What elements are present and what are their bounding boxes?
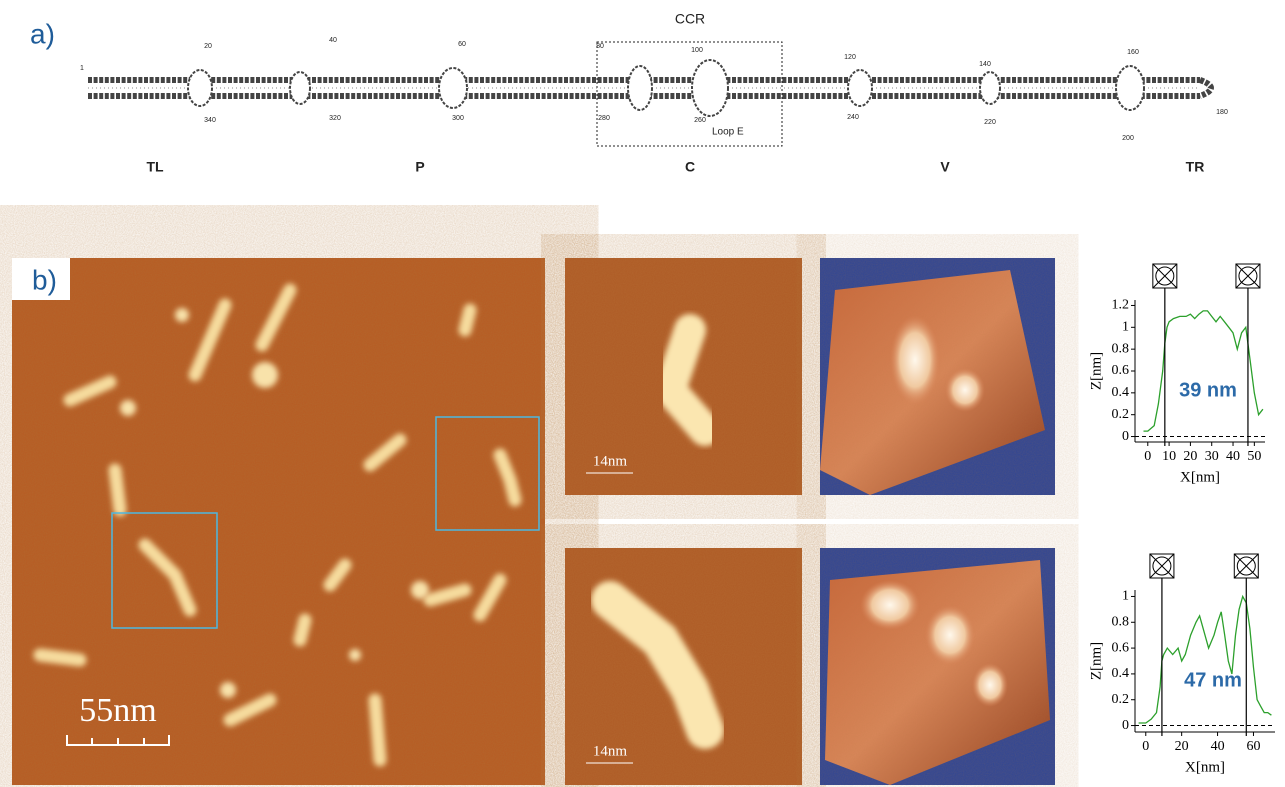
- x-tick-label: 0: [1142, 739, 1149, 754]
- y-axis-label: Z[nm]: [1088, 642, 1104, 680]
- x-tick-label: 20: [1175, 739, 1189, 754]
- residue-number: 300: [452, 115, 464, 122]
- x-tick-label: 0: [1144, 449, 1151, 464]
- panel-label: a): [30, 18, 55, 49]
- domain-label: P: [415, 159, 424, 175]
- panel-label: b): [32, 264, 57, 295]
- residue-number: 260: [694, 117, 706, 124]
- length-annotation: 47 nm: [1184, 669, 1242, 691]
- residue-number: 60: [458, 41, 466, 48]
- cursor-handle: [1150, 554, 1174, 578]
- y-tick-label: 1: [1122, 320, 1129, 335]
- x-tick-label: 60: [1246, 739, 1260, 754]
- length-annotation: 39 nm: [1179, 379, 1237, 401]
- loop-label: Loop E: [712, 127, 744, 138]
- residue-number: 120: [844, 54, 856, 61]
- y-tick-label: 0.4: [1112, 385, 1130, 400]
- residue-number: 200: [1122, 135, 1134, 142]
- profile-line: [1139, 597, 1272, 724]
- x-axis-label: X[nm]: [1180, 469, 1220, 485]
- residue-number: 80: [596, 43, 604, 50]
- cursor-handle: [1234, 554, 1258, 578]
- cursor-handle: [1153, 264, 1177, 288]
- scale-bar-label: 14nm: [593, 743, 628, 759]
- y-tick-label: 0.8: [1112, 341, 1130, 356]
- y-tick-label: 0: [1122, 718, 1129, 733]
- residue-number: 320: [329, 115, 341, 122]
- figure: a) CCR Loop E: [0, 0, 1285, 787]
- scale-bar-label: 14nm: [593, 453, 628, 469]
- x-tick-label: 30: [1205, 449, 1219, 464]
- y-tick-label: 0.2: [1112, 692, 1130, 707]
- domain-label: V: [940, 159, 950, 175]
- afm-3d: [820, 258, 1055, 785]
- x-tick-label: 10: [1162, 449, 1176, 464]
- region-label: CCR: [675, 11, 705, 27]
- x-tick-label: 50: [1247, 449, 1261, 464]
- y-tick-label: 0.6: [1112, 640, 1130, 655]
- rna-structure: [88, 60, 1211, 116]
- y-tick-label: 0.6: [1112, 363, 1130, 378]
- residue-number: 20: [204, 43, 212, 50]
- afm-zoom: [565, 258, 802, 785]
- y-tick-label: 0.4: [1112, 666, 1130, 681]
- x-tick-label: 40: [1211, 739, 1225, 754]
- cursor-handle: [1236, 264, 1260, 288]
- y-tick-label: 0.2: [1112, 407, 1130, 422]
- residue-number: 1: [80, 65, 84, 72]
- y-tick-label: 1: [1122, 589, 1129, 604]
- x-axis-label: X[nm]: [1185, 759, 1225, 775]
- residue-number: 280: [598, 115, 610, 122]
- y-tick-label: 0.8: [1112, 614, 1130, 629]
- residue-number: 240: [847, 114, 859, 121]
- residue-number: 100: [691, 47, 703, 54]
- y-axis-label: Z[nm]: [1088, 352, 1104, 390]
- residue-number: 220: [984, 119, 996, 126]
- residue-number: 160: [1127, 49, 1139, 56]
- residue-number: 180: [1216, 109, 1228, 116]
- y-tick-label: 1.2: [1112, 298, 1130, 313]
- y-tick-label: 0: [1122, 429, 1129, 444]
- x-tick-label: 40: [1226, 449, 1240, 464]
- x-tick-label: 20: [1183, 449, 1197, 464]
- domain-label: C: [685, 159, 695, 175]
- profile-line: [1144, 311, 1263, 431]
- domain-label: TL: [146, 159, 164, 175]
- residue-number: 140: [979, 61, 991, 68]
- domain-label: TR: [1186, 159, 1205, 175]
- residue-number: 40: [329, 37, 337, 44]
- scale-bar-label: 55nm: [79, 692, 156, 729]
- residue-number: 340: [204, 117, 216, 124]
